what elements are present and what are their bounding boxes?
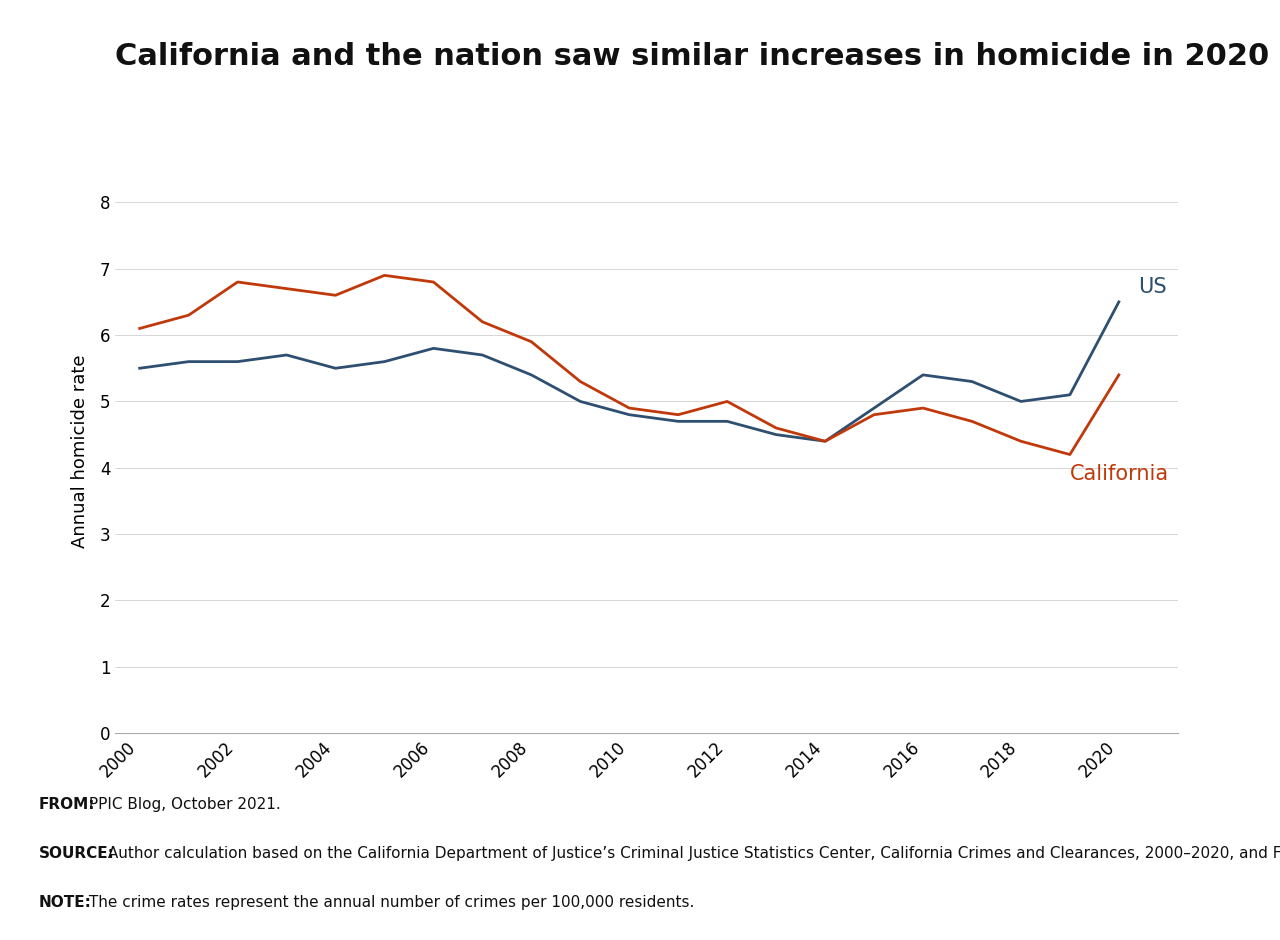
Text: The crime rates represent the annual number of crimes per 100,000 residents.: The crime rates represent the annual num…: [84, 895, 695, 910]
Text: SOURCE:: SOURCE:: [38, 846, 114, 861]
Text: California: California: [1070, 464, 1169, 484]
Text: California and the nation saw similar increases in homicide in 2020: California and the nation saw similar in…: [115, 42, 1270, 71]
Text: PPIC Blog, October 2021.: PPIC Blog, October 2021.: [84, 797, 282, 812]
Text: US: US: [1138, 276, 1167, 297]
Text: NOTE:: NOTE:: [38, 895, 91, 910]
Text: FROM:: FROM:: [38, 797, 95, 812]
Y-axis label: Annual homicide rate: Annual homicide rate: [70, 354, 88, 548]
Text: Author calculation based on the California Department of Justice’s Criminal Just: Author calculation based on the Californ…: [102, 846, 1280, 861]
